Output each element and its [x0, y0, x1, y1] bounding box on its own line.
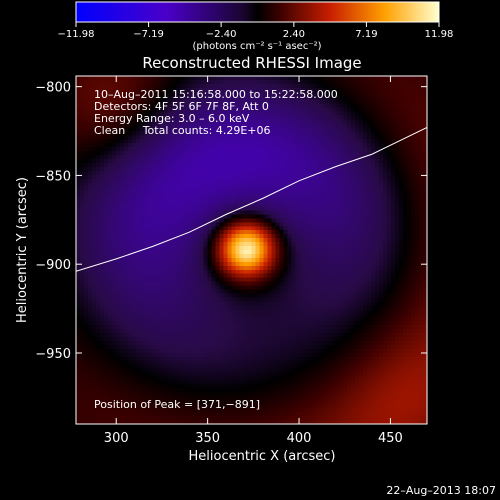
colorbar: −11.98 −7.19 −2.40 2.40 7.19 11.98 (photons c… [57, 1, 454, 52]
solar-limb-line [76, 127, 427, 272]
heatmap-image [76, 76, 427, 424]
colorbar-tick-label: −11.98 [57, 29, 94, 40]
colorbar-tick-label: −2.40 [206, 29, 237, 40]
x-tick-label: 400 [287, 431, 312, 446]
colorbar-tick-label: −7.19 [133, 29, 164, 40]
x-axis-title: Heliocentric X (arcsec) [189, 449, 336, 464]
y-tick-label: −900 [35, 258, 71, 273]
x-tick-label: 300 [104, 431, 129, 446]
colorbar-tick-label: 2.40 [283, 29, 305, 40]
info-block: 10–Aug–2011 15:16:58.000 to 15:22:58.000… [94, 88, 338, 137]
colorbar-tick-label: 7.19 [355, 29, 377, 40]
chart-title: Reconstructed RHESSI Image [142, 54, 361, 72]
y-axis-title: Heliocentric Y (arcsec) [15, 177, 30, 323]
plot-frame [75, 75, 428, 425]
x-tick-label: 450 [378, 431, 403, 446]
colorbar-gradient [75, 1, 440, 23]
y-tick-label: −800 [35, 81, 71, 96]
y-tick-label: −850 [35, 169, 71, 184]
info-detectors: Detectors: 4F 5F 6F 7F 8F, Att 0 [94, 100, 269, 113]
heatmap-raster [76, 76, 427, 424]
generated-timestamp: 22–Aug–2013 18:07 [386, 484, 496, 497]
peak-position-label: Position of Peak = [371,−891] [94, 398, 260, 411]
colorbar-unit-label: (photons cm⁻² s⁻¹ asec⁻²) [192, 41, 321, 52]
info-energy-range: Energy Range: 3.0 – 6.0 keV [94, 112, 250, 125]
plot-area: 300 350 400 450 −800 −850 −900 −950 [35, 75, 428, 446]
colorbar-tick-label: 11.98 [425, 29, 454, 40]
y-tick-label: −950 [35, 347, 71, 362]
info-time-range: 10–Aug–2011 15:16:58.000 to 15:22:58.000 [94, 88, 338, 101]
x-tick-label: 350 [195, 431, 220, 446]
info-clean-counts: Clean Total counts: 4.29E+06 [94, 124, 271, 137]
